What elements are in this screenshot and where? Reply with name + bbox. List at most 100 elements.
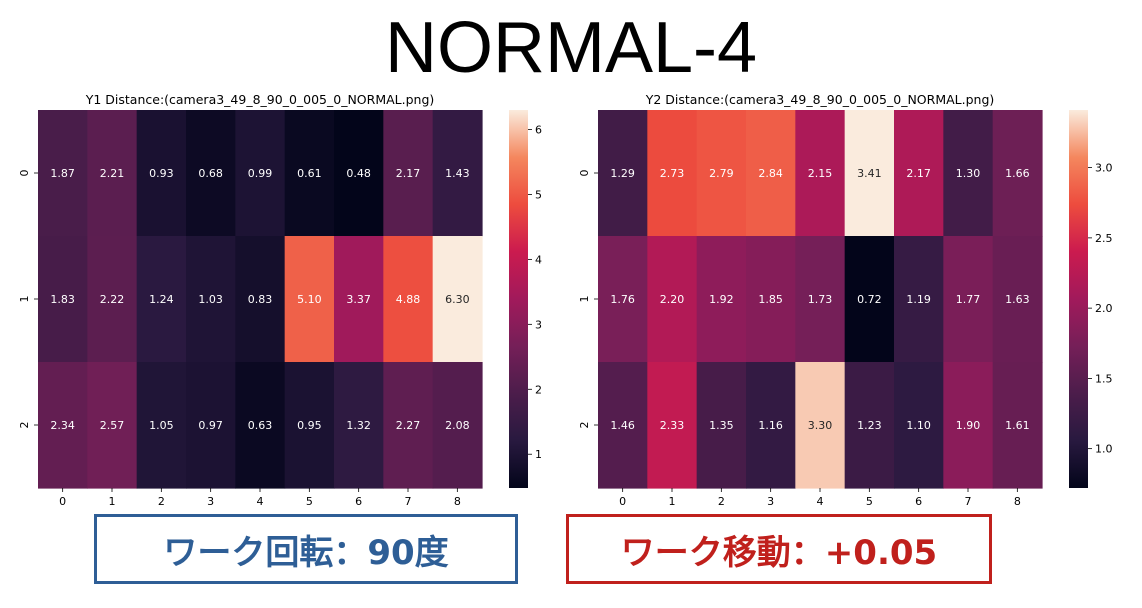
y1-cell-value: 2.08 — [445, 419, 470, 432]
y2-cell-value: 1.10 — [906, 419, 931, 432]
y1-cell-value: 2.57 — [100, 419, 125, 432]
y1-cell — [284, 110, 335, 237]
y2-cell-value: 1.73 — [808, 293, 833, 306]
y2-cell — [696, 362, 747, 489]
y1-cell-value: 3.37 — [346, 293, 371, 306]
y1-colorbar-tick-label: 6 — [535, 123, 542, 136]
y2-cell — [992, 362, 1043, 489]
y1-cell — [38, 236, 88, 363]
y1-cell — [87, 362, 138, 489]
y1-cell — [284, 362, 335, 489]
y2-x-tick-label: 8 — [1014, 495, 1021, 508]
y1-cell-value: 4.88 — [396, 293, 421, 306]
y2-x-tick-label: 2 — [718, 495, 725, 508]
y1-cell-value: 0.97 — [198, 419, 223, 432]
y1-colorbar-tick-label: 3 — [535, 318, 542, 331]
y2-colorbar-tick-label: 1.5 — [1095, 372, 1113, 385]
y2-cell-value: 1.66 — [1005, 167, 1030, 180]
y2-cell — [647, 236, 698, 363]
y2-cell — [598, 362, 648, 489]
y2-cell — [844, 236, 895, 363]
y2-cell-value: 2.33 — [660, 419, 685, 432]
heatmap-y2: Y2 Distance:(camera3_49_8_90_0_005_0_NOR… — [578, 92, 1113, 508]
y2-cell-value: 1.76 — [610, 293, 635, 306]
y2-cell — [746, 362, 796, 489]
y2-cell-value: 2.84 — [758, 167, 783, 180]
y2-cell — [746, 110, 796, 237]
y1-cell — [383, 236, 434, 363]
y1-cell-value: 1.32 — [346, 419, 371, 432]
y1-cell-value: 1.24 — [149, 293, 174, 306]
y1-y-tick-label: 0 — [18, 170, 31, 177]
y1-cell — [334, 362, 384, 489]
heatmap-y1: Y1 Distance:(camera3_49_8_90_0_005_0_NOR… — [18, 92, 542, 508]
y2-cell-value: 1.46 — [610, 419, 635, 432]
y1-cell — [186, 236, 236, 363]
rotation-caption-box: ワーク回転：90度 — [94, 514, 518, 584]
y2-cell — [795, 110, 846, 237]
y2-cell — [795, 362, 846, 489]
y1-cell-value: 2.17 — [396, 167, 421, 180]
y1-cell — [235, 362, 286, 489]
y2-colorbar-tick-label: 3.0 — [1095, 162, 1113, 175]
y1-cell-value: 1.05 — [149, 419, 174, 432]
y1-cell-value: 0.93 — [149, 167, 174, 180]
y2-cell — [992, 110, 1043, 237]
y1-cell — [38, 362, 88, 489]
y2-cell — [647, 362, 698, 489]
y2-cell — [943, 362, 994, 489]
y2-cell-value: 3.41 — [857, 167, 882, 180]
y1-cell — [432, 362, 483, 489]
y1-cell-value: 0.48 — [346, 167, 371, 180]
y1-y-tick-label: 2 — [18, 422, 31, 429]
y2-cell-value: 2.15 — [808, 167, 833, 180]
y2-cell — [647, 110, 698, 237]
y1-x-tick-label: 6 — [355, 495, 362, 508]
y2-cell — [696, 236, 747, 363]
y1-cell-value: 2.27 — [396, 419, 421, 432]
y1-cell — [383, 362, 434, 489]
y1-cell — [334, 236, 384, 363]
y2-chart-title: Y2 Distance:(camera3_49_8_90_0_005_0_NOR… — [645, 92, 995, 107]
y1-cell — [235, 110, 286, 237]
y2-cell-value: 1.23 — [857, 419, 882, 432]
y2-cell-value: 1.92 — [709, 293, 734, 306]
y2-cell-value: 2.20 — [660, 293, 685, 306]
y1-cell — [186, 110, 236, 237]
y2-cell-value: 1.90 — [956, 419, 981, 432]
y1-cell — [284, 236, 335, 363]
y2-cell-value: 2.17 — [906, 167, 931, 180]
y1-cell-value: 5.10 — [297, 293, 322, 306]
y1-colorbar — [509, 110, 528, 488]
y2-cell-value: 1.30 — [956, 167, 981, 180]
y1-cell-value: 6.30 — [445, 293, 470, 306]
y1-x-tick-label: 5 — [306, 495, 313, 508]
y2-x-tick-label: 6 — [915, 495, 922, 508]
y1-x-tick-label: 8 — [454, 495, 461, 508]
y1-cell — [186, 362, 236, 489]
y1-cell-value: 2.21 — [100, 167, 125, 180]
y2-x-tick-label: 5 — [866, 495, 873, 508]
y1-cell-value: 2.22 — [100, 293, 125, 306]
y1-cell-value: 0.95 — [297, 419, 322, 432]
y1-x-tick-label: 0 — [59, 495, 66, 508]
y1-cell-value: 0.83 — [248, 293, 273, 306]
translation-caption: ワーク移動：+0.05 — [620, 532, 938, 573]
y2-cell-value: 1.77 — [956, 293, 981, 306]
y2-x-tick-label: 4 — [817, 495, 824, 508]
y2-cell — [943, 110, 994, 237]
y1-x-tick-label: 4 — [257, 495, 264, 508]
y2-cell-value: 2.73 — [660, 167, 685, 180]
y2-cell — [992, 236, 1043, 363]
y1-x-tick-label: 3 — [207, 495, 214, 508]
y2-cell-value: 0.72 — [857, 293, 882, 306]
y2-x-tick-label: 3 — [767, 495, 774, 508]
y1-cell — [235, 236, 286, 363]
y1-cell — [87, 236, 138, 363]
y2-cell-value: 1.61 — [1005, 419, 1030, 432]
y1-y-tick-label: 1 — [18, 296, 31, 303]
y2-cell — [943, 236, 994, 363]
y1-cell-value: 1.43 — [445, 167, 470, 180]
y1-cell-value: 1.83 — [50, 293, 75, 306]
